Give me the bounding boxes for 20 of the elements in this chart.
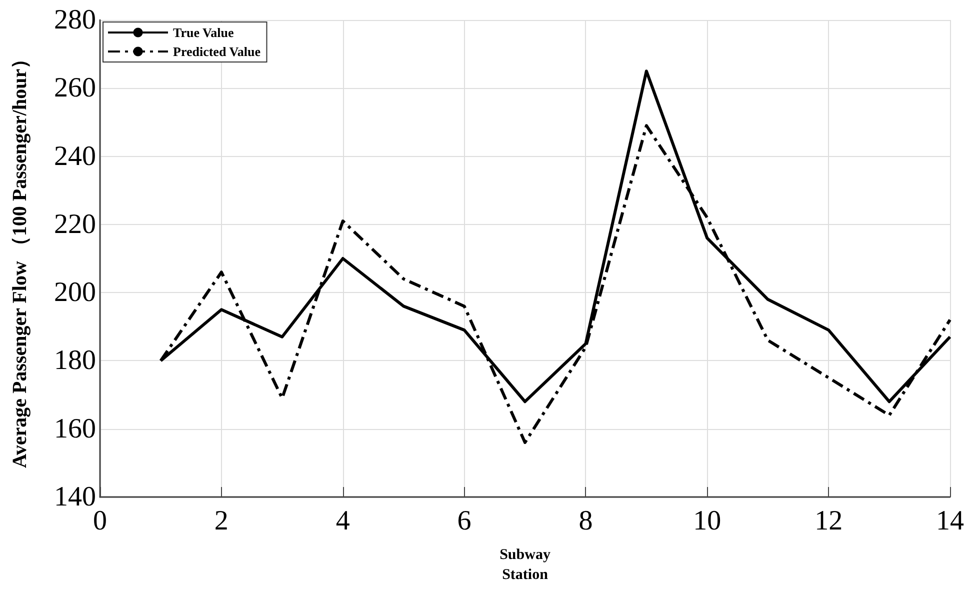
x-tick-label: 14 [936, 506, 964, 536]
y-tick-label: 260 [54, 72, 96, 104]
y-tick-label: 180 [54, 345, 96, 376]
x-axis-title: Subway Station [500, 547, 551, 583]
x-tick-label: 4 [336, 506, 350, 536]
y-tick-label: 240 [54, 140, 96, 172]
y-tick-label: 160 [54, 413, 96, 444]
x-tick-label: 0 [93, 506, 107, 536]
x-tick-label: 6 [457, 506, 472, 536]
x-tick-label: 8 [578, 506, 593, 536]
y-tick-label: 220 [54, 208, 96, 240]
x-tick-label: 2 [214, 506, 228, 536]
y-axis-title: Average Passenger Flow （100 Passenger/hour） [9, 48, 31, 468]
y-tick-label: 280 [54, 4, 96, 36]
y-tick-label: 200 [54, 277, 96, 308]
legend-label: True Value [173, 25, 234, 40]
x-tick-label: 10 [693, 506, 722, 536]
legend-label: Predicted Value [173, 44, 261, 59]
y-tick-label: 140 [54, 482, 96, 512]
x-tick-label: 12 [814, 506, 843, 536]
